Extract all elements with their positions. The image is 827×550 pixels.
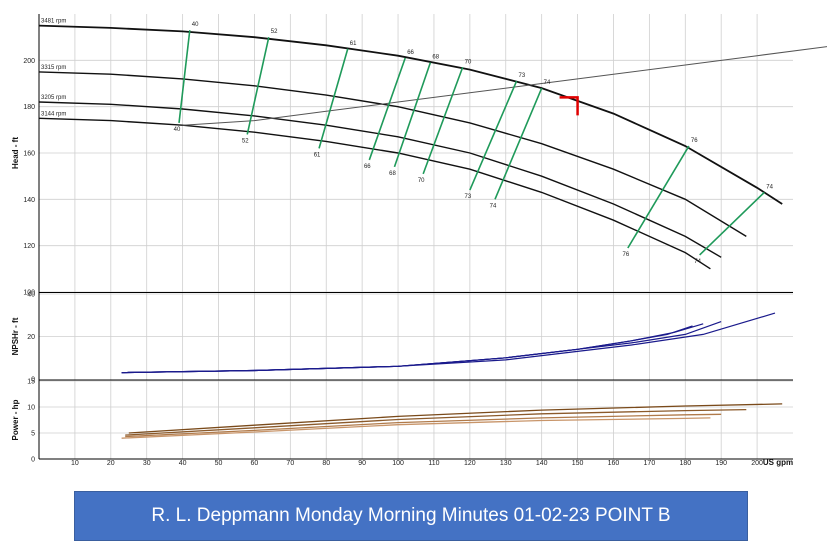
y-tick-label: 10 (27, 405, 35, 412)
x-axis-title: US gpm (763, 458, 793, 467)
impeller-curve-line (38, 71, 747, 237)
y-tick-label: 160 (23, 151, 35, 158)
efficiency-label-top: 61 (350, 41, 357, 47)
efficiency-line (368, 57, 406, 161)
x-tick-label: 60 (251, 460, 259, 467)
efficiency-line (494, 87, 543, 200)
efficiency-label-top: 68 (432, 55, 439, 61)
x-tick-label: 170 (644, 460, 656, 467)
x-tick-label: 200 (751, 460, 763, 467)
x-tick-label: 120 (464, 460, 476, 467)
x-tick-label: 110 (428, 460, 439, 467)
x-tick-label: 20 (107, 460, 115, 467)
impeller-curve-line (38, 24, 783, 205)
efficiency-label-bottom: 40 (174, 127, 181, 133)
efficiency-label-bottom: 73 (465, 194, 472, 200)
power-curve-line (121, 417, 711, 439)
caption-banner: R. L. Deppmann Monday Morning Minutes 01… (74, 491, 748, 541)
efficiency-label-bottom: 52 (242, 138, 249, 144)
y-tick-label: 5 (31, 431, 35, 438)
x-tick-label: 150 (572, 460, 584, 467)
y-tick-label: 0 (31, 377, 35, 384)
efficiency-label-top: 52 (271, 29, 278, 35)
x-tick-label: 90 (358, 460, 366, 467)
x-tick-label: 80 (322, 460, 330, 467)
system-curve-line (182, 46, 827, 126)
speed-label: 3481 rpm (41, 19, 66, 25)
x-tick-label: 130 (500, 460, 512, 467)
x-tick-label: 10 (71, 460, 79, 467)
caption-text: R. L. Deppmann Monday Morning Minutes 01… (151, 505, 671, 526)
efficiency-line (393, 62, 432, 168)
y-tick-label: 20 (27, 334, 35, 341)
efficiency-label-bottom: 61 (314, 152, 321, 158)
impeller-curve-line (38, 117, 711, 270)
efficiency-line (246, 36, 270, 135)
y-tick-label: 120 (23, 243, 35, 250)
efficiency-line (627, 145, 690, 249)
y-tick-label: 40 (27, 292, 35, 299)
x-tick-label: 70 (286, 460, 294, 467)
efficiency-label-top: 66 (407, 50, 414, 56)
efficiency-label-bottom: 68 (389, 171, 396, 177)
efficiency-label-top: 73 (519, 73, 526, 79)
x-tick-label: 30 (143, 460, 151, 467)
panel-frames (38, 14, 793, 460)
x-tick-label: 160 (608, 460, 620, 467)
npshr-panel (121, 312, 776, 374)
efficiency-line (422, 67, 464, 175)
efficiency-line (318, 48, 349, 149)
y-axis-title: NPSHr - ft (11, 317, 20, 355)
power-panel (121, 403, 783, 439)
efficiency-label-bottom: 76 (622, 252, 629, 258)
head-panel: 3481 rpm 3315 rpm 3205 rpm 3144 rpm 40 40 52 52… (38, 19, 827, 270)
npshr-curve-line (121, 312, 776, 374)
efficiency-label-bottom: 70 (418, 178, 425, 184)
design-point-marker (559, 96, 579, 116)
y-tick-label: 0 (31, 457, 35, 464)
x-tick-label: 180 (679, 460, 691, 467)
speed-label: 3205 rpm (41, 95, 66, 101)
efficiency-label-bottom: 74 (490, 203, 497, 209)
efficiency-line (178, 30, 191, 123)
speed-label: 3315 rpm (41, 65, 66, 71)
y-tick-label: 15 (27, 379, 35, 386)
efficiency-label-bottom: 74 (694, 259, 701, 265)
y-tick-label: 100 (23, 290, 35, 297)
x-tick-label: 40 (179, 460, 187, 467)
efficiency-line (699, 191, 765, 256)
power-curve-line (125, 413, 722, 438)
efficiency-label-top: 40 (192, 22, 199, 28)
grid-lines (39, 14, 793, 459)
y-tick-label: 200 (23, 58, 35, 65)
y-tick-label: 140 (23, 197, 35, 204)
efficiency-label-top: 74 (766, 184, 773, 190)
power-curve-line (128, 403, 783, 434)
y-axis-title: Power - hp (11, 399, 20, 440)
efficiency-label-bottom: 66 (364, 164, 371, 170)
x-tick-label: 140 (536, 460, 548, 467)
efficiency-label-top: 74 (544, 80, 551, 86)
y-tick-label: 180 (23, 104, 35, 111)
efficiency-line (469, 80, 518, 191)
efficiency-label-top: 70 (465, 59, 472, 65)
efficiency-label-top: 76 (691, 138, 698, 144)
impeller-curve-line (38, 101, 722, 258)
y-axis-title: Head - ft (11, 137, 20, 169)
speed-label: 3144 rpm (41, 111, 66, 117)
power-curve-line (125, 408, 747, 436)
x-tick-label: 190 (715, 460, 727, 467)
x-tick-label: 100 (392, 460, 404, 467)
x-tick-label: 50 (215, 460, 223, 467)
